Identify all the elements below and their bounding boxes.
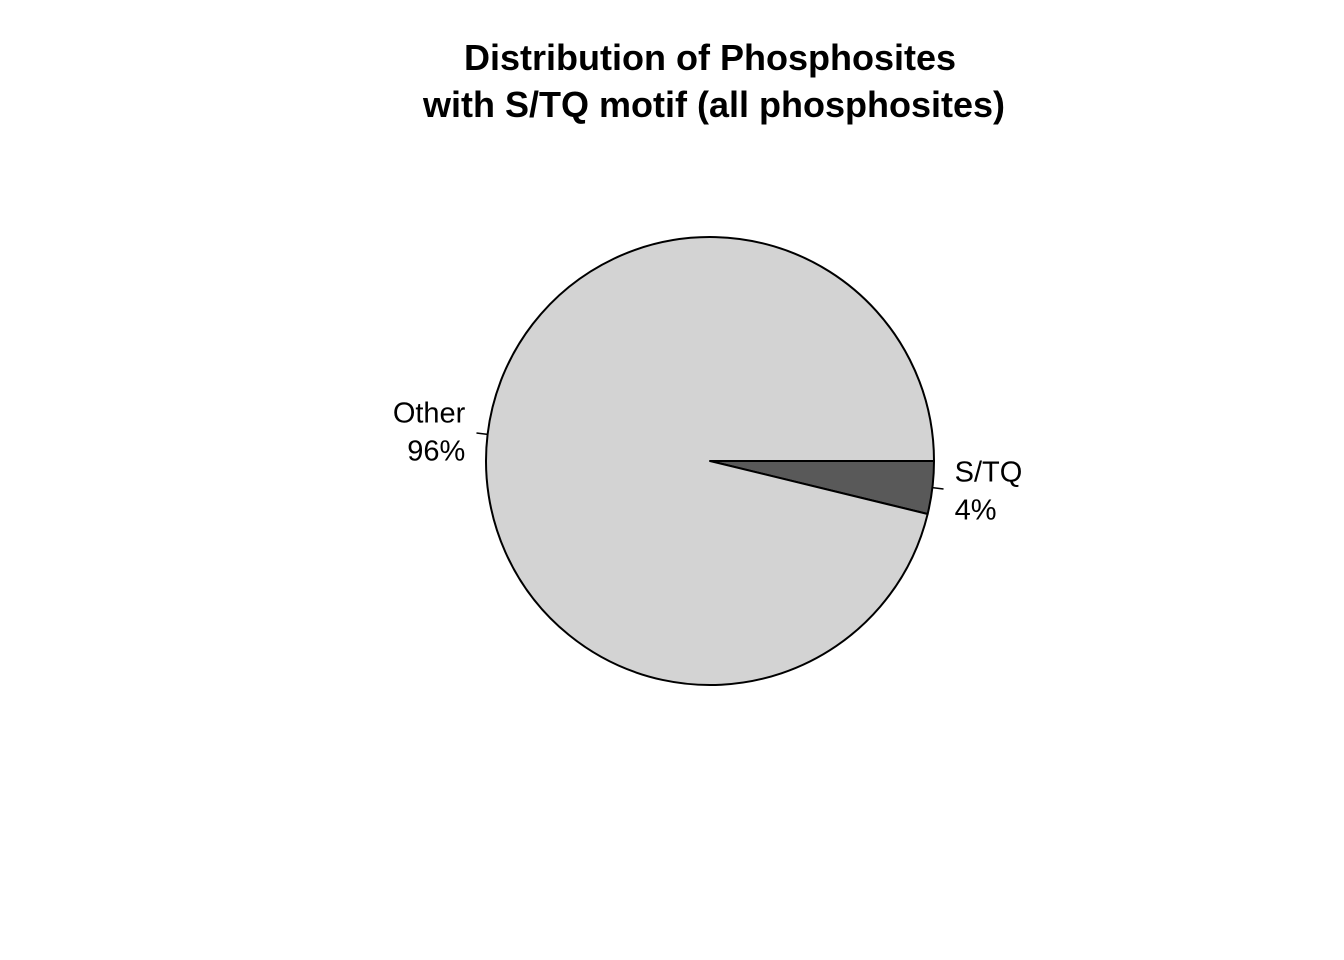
pie-leader-tick (932, 486, 944, 490)
pie-slice-label: Other (393, 398, 466, 430)
pie-slice-other (485, 236, 935, 687)
pie-labels: S/TQ 4% Other 96% (393, 398, 1022, 527)
pie-leader-tick (476, 432, 488, 436)
pie-slice-label: S/TQ (955, 456, 1023, 488)
chart-title-line-1: Distribution of Phosphosites (464, 37, 956, 78)
pie-slices (485, 236, 935, 687)
pie-slice-percent-label: 4% (955, 494, 997, 526)
pie-slice-percent-label: 96% (407, 436, 465, 468)
chart-title-line-2: with S/TQ motif (all phosphosites) (422, 84, 1005, 125)
